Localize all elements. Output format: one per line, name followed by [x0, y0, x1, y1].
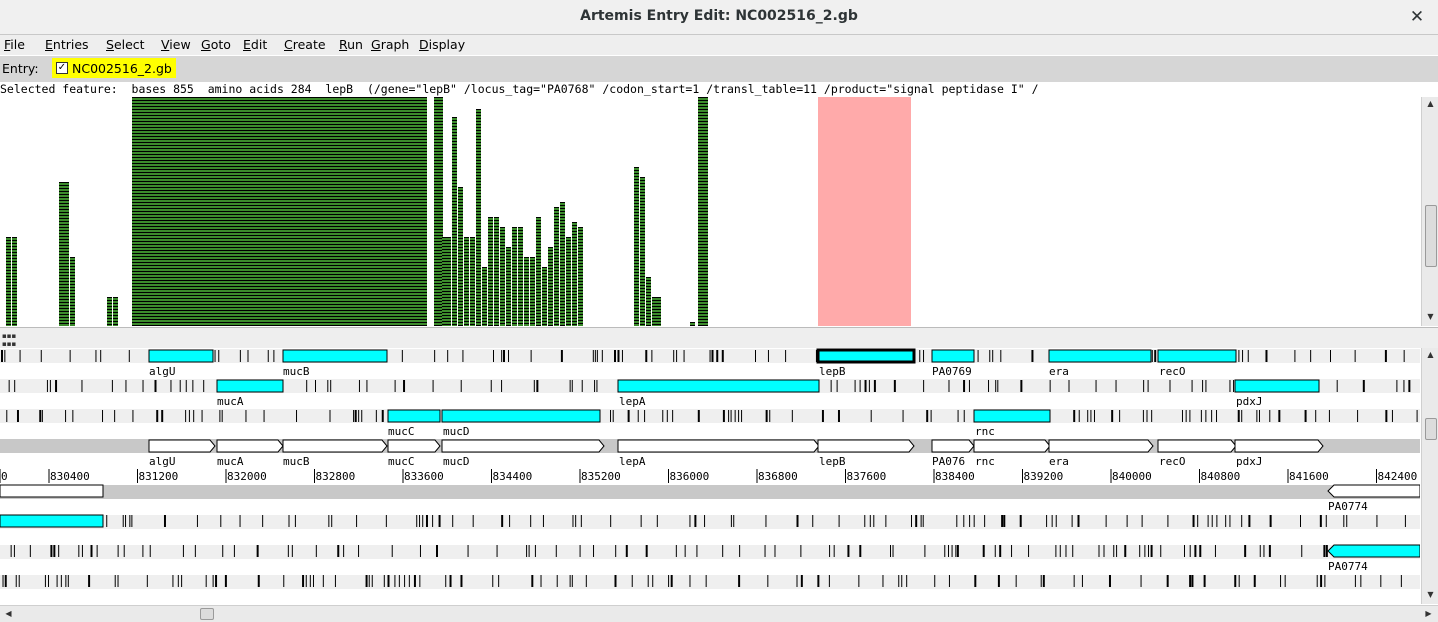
sequence-graph[interactable] [0, 97, 1420, 326]
menu-bar: File Entries Select View Goto Edit Creat… [0, 35, 1438, 55]
menu-file[interactable]: File [4, 37, 25, 52]
menu-run[interactable]: Run [339, 37, 363, 52]
menu-graph[interactable]: Graph [371, 37, 409, 52]
graph-column [70, 257, 75, 326]
title-bar: Artemis Entry Edit: NC002516_2.gb ✕ [0, 0, 1438, 35]
menu-select[interactable]: Select [106, 37, 145, 52]
graph-canvas [0, 97, 1420, 326]
window-title: Artemis Entry Edit: NC002516_2.gb [0, 0, 1438, 34]
menu-edit[interactable]: Edit [243, 37, 267, 52]
entry-bar: Entry: ✓ NC002516_2.gb [0, 56, 1438, 82]
entry-name: NC002516_2.gb [72, 61, 172, 76]
close-icon[interactable]: ✕ [1406, 6, 1428, 28]
menu-goto[interactable]: Goto [201, 37, 231, 52]
checkbox-icon[interactable]: ✓ [56, 62, 68, 74]
selection-highlight [818, 97, 911, 326]
menu-create[interactable]: Create [284, 37, 326, 52]
menu-display[interactable]: Display [419, 37, 465, 52]
graph-bars [6, 97, 708, 326]
selected-feature-info: Selected feature: bases 855 amino acids … [0, 82, 1438, 96]
menu-view[interactable]: View [161, 37, 191, 52]
entry-label: Entry: [2, 61, 39, 76]
entry-toggle[interactable]: ✓ NC002516_2.gb [52, 58, 176, 78]
menu-entries[interactable]: Entries [45, 37, 89, 52]
